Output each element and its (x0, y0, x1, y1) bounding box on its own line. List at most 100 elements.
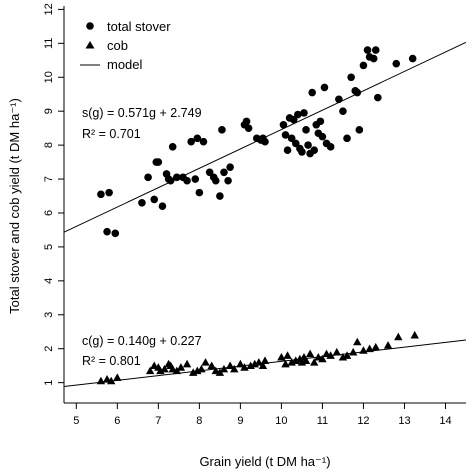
stover-point (298, 148, 306, 156)
stover-point (105, 188, 113, 197)
plot-frame (63, 6, 466, 404)
y-tick-label: 4 (43, 278, 55, 284)
cob-point (172, 366, 182, 375)
x-axis-label: Grain yield (t DM ha⁻¹) (199, 454, 330, 469)
cob-point (410, 330, 419, 339)
stover-point (304, 141, 312, 149)
stover-point (408, 54, 417, 63)
cob-point (197, 364, 206, 373)
stover-point (310, 146, 319, 155)
stover-point (111, 229, 120, 238)
stover-point (363, 46, 372, 54)
cob-point (215, 368, 225, 376)
stover-point (166, 176, 175, 185)
stover-point (144, 173, 152, 182)
stover-point (347, 73, 355, 82)
cob-point (332, 347, 341, 356)
stover-point (374, 93, 382, 102)
cob-point (219, 364, 229, 373)
stover-point (335, 95, 343, 104)
x-tick-label: 11 (317, 415, 328, 427)
stover-point (158, 202, 167, 210)
stover-point (193, 134, 202, 143)
cob-point (207, 361, 216, 370)
cob-point (160, 364, 169, 373)
stover-point (320, 83, 329, 92)
stover-point (150, 195, 159, 204)
cob-point (305, 349, 315, 358)
stover-point (220, 168, 228, 177)
legend: total stover cob model (80, 19, 171, 72)
legend-triangle-marker (85, 41, 95, 49)
stover-point (244, 124, 253, 132)
stover-point (216, 192, 224, 200)
stover-point (339, 107, 347, 115)
y-tick-label: 10 (43, 71, 55, 83)
stover-point (369, 54, 378, 63)
stover-point (300, 109, 308, 117)
stover-point (97, 190, 105, 199)
stover-point (138, 199, 146, 207)
legend-label-cob: cob (107, 38, 128, 53)
cob-point (225, 361, 235, 370)
stover-point (183, 176, 191, 185)
stover-point (287, 134, 296, 143)
stover-point (226, 163, 234, 171)
cob-point (348, 347, 358, 356)
y-tick-label: 6 (43, 210, 55, 216)
cob-point (326, 351, 335, 359)
y-tick-label: 8 (43, 142, 55, 148)
cob-point (342, 351, 352, 359)
legend-label-model: model (107, 57, 143, 72)
cob-point (236, 359, 245, 368)
data-points (96, 46, 419, 385)
cob-point (365, 344, 374, 353)
stover-point (353, 88, 362, 97)
stover-point (218, 126, 226, 134)
stover-point (308, 88, 316, 97)
cob-point (394, 332, 403, 341)
stover-point (355, 126, 364, 134)
y-tick-label: 7 (43, 176, 55, 182)
x-axis-ticks: 5 6 7 8 9 10 11 12 13 14 (73, 403, 452, 427)
stover-point (224, 176, 232, 185)
stover-point (191, 175, 200, 183)
stover-point (205, 168, 214, 177)
cob-point (258, 361, 268, 370)
stover-point (316, 117, 325, 126)
x-tick-label: 13 (398, 415, 410, 427)
stover-point (211, 176, 220, 185)
stover-point (294, 110, 302, 119)
stover-point (283, 146, 292, 155)
stover-point (291, 139, 300, 148)
cob-point (106, 376, 116, 385)
x-tick-label: 9 (237, 415, 243, 427)
stover-point (302, 126, 310, 134)
stover-point (195, 188, 204, 197)
stover-point (359, 61, 368, 70)
stover-point (173, 173, 181, 182)
y-tick-label: 1 (43, 380, 55, 386)
stover-point (289, 115, 298, 124)
cob-point (96, 376, 106, 385)
y-tick-label: 2 (43, 346, 55, 352)
x-tick-label: 8 (196, 415, 202, 427)
cob-r-squared: R² = 0.801 (82, 354, 141, 368)
cob-point (260, 356, 270, 364)
legend-circle-marker (86, 22, 94, 30)
stover-point (242, 117, 251, 126)
stover-point (154, 158, 163, 166)
stover-point (326, 143, 335, 151)
cob-point (283, 351, 292, 359)
y-axis-label: Total stover and cob yield (t DM ha⁻¹) (7, 98, 22, 314)
legend-label-stover: total stover (107, 19, 171, 34)
stover-point (318, 132, 327, 141)
stover-equation: s(g) = 0.571g + 2.749 (82, 106, 202, 120)
stover-point (281, 131, 290, 139)
y-tick-label: 5 (43, 244, 55, 250)
cob-point (383, 341, 393, 349)
y-tick-label: 9 (43, 108, 55, 114)
y-tick-label: 11 (43, 38, 55, 49)
